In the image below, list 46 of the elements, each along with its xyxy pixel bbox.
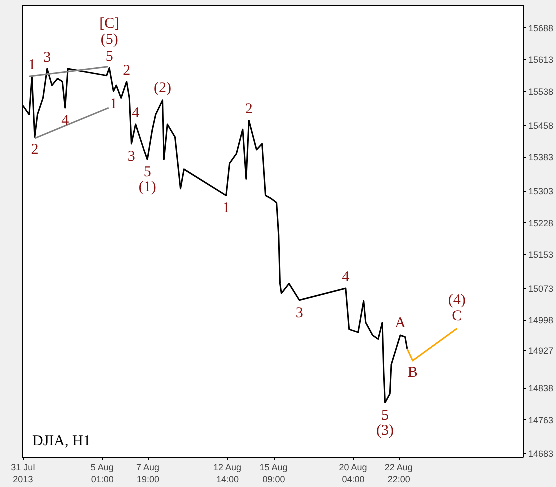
annotation: 1 [222,200,230,217]
annotation: [C] [100,16,120,32]
annotation: B [408,364,418,381]
y-tick-label: 15073 [528,284,554,294]
x-tick-label: 31 Jul 2013 [11,462,36,484]
annotation: A [395,316,406,332]
x-tick-label: 7 Aug 19:00 [136,462,160,484]
annotation: 4 [62,113,70,130]
y-tick-label: 14763 [528,415,554,426]
annotation: 2 [245,102,253,118]
y-tick-label: 15383 [528,152,554,163]
y-tick-label: 15303 [528,186,554,197]
annotation: 3 [44,50,52,66]
annotation: 2 [123,62,131,79]
y-tick-label: 14683 [528,449,554,460]
y-tick-label: 14927 [528,346,554,356]
x-tick-label: 5 Aug 01:00 [90,462,114,484]
annotation: (2) [154,80,172,96]
annotation: 5 [106,49,114,66]
annotation: 3 [128,149,136,166]
annotation: (3) [376,422,394,439]
x-tick-label: 12 Aug 14:00 [213,462,242,484]
annotation: 4 [342,269,350,286]
y-tick-label: 15153 [528,250,554,260]
annotation: 3 [296,305,304,322]
annotation: 4 [132,106,140,122]
y-tick-label: 15688 [528,23,554,34]
y-tick-label: 15228 [528,218,554,228]
annotation: 5 [382,408,390,424]
y-tick-label: 14838 [528,384,554,394]
x-tick-label: 20 Aug 04:00 [339,462,368,484]
annotation: 1 [110,96,118,112]
annotation: (4) [448,292,466,309]
text: DJIA, H1 [32,434,91,450]
annotation: 1 [28,58,36,74]
y-tick-label: 14998 [528,316,554,326]
annotation: 5 [144,164,152,181]
y-tick-label: 15613 [528,55,554,66]
y-tick-label: 15538 [528,86,554,97]
annotation: (1) [138,180,156,196]
annotation: C [452,308,462,325]
annotation: 2 [31,142,39,158]
x-tick-label: 15 Aug 09:00 [260,462,288,484]
annotation: (5) [100,32,118,48]
y-tick-label: 15458 [528,120,554,131]
x-tick-label: 22 Aug 22:00 [384,462,413,484]
